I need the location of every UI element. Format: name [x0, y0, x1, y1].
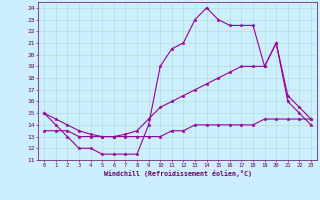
X-axis label: Windchill (Refroidissement éolien,°C): Windchill (Refroidissement éolien,°C) — [104, 170, 252, 177]
